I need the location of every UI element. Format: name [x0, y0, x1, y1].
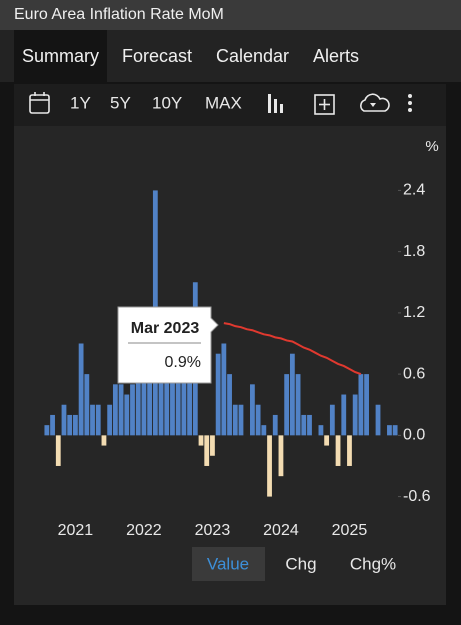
bar — [107, 404, 113, 436]
bar — [227, 374, 232, 436]
bar — [278, 435, 284, 477]
bar — [90, 404, 95, 436]
bar — [101, 435, 107, 446]
bar — [387, 425, 392, 436]
header-title: Euro Area Inflation Rate MoM — [0, 0, 461, 30]
x-tick-label: 2022 — [126, 522, 162, 539]
bar — [55, 435, 61, 466]
bar — [44, 425, 50, 436]
x-tick-label: 2023 — [195, 522, 231, 539]
bar — [364, 374, 369, 436]
chart-type-icon[interactable] — [268, 94, 283, 113]
x-tick-label: 2021 — [58, 522, 94, 539]
range-button[interactable]: MAX — [205, 93, 242, 112]
bar — [95, 404, 101, 436]
tooltip-title: Mar 2023 — [131, 320, 200, 337]
more-icon[interactable] — [408, 94, 412, 112]
bar — [50, 414, 55, 436]
bar — [221, 343, 227, 436]
download-icon[interactable] — [360, 93, 390, 112]
bar — [318, 425, 324, 436]
x-tick-label: 2024 — [263, 522, 299, 539]
y-tick-label: 1.8 — [403, 243, 425, 260]
tooltip-box — [117, 306, 219, 384]
bar — [141, 343, 147, 436]
range-button[interactable]: 1Y — [70, 93, 91, 112]
bar — [272, 414, 278, 436]
tooltip: Mar 2023 0.9% — [117, 306, 219, 384]
bar — [261, 425, 267, 436]
bar — [118, 384, 124, 436]
bar — [164, 353, 170, 436]
bar — [341, 394, 347, 436]
bar — [147, 343, 153, 436]
bar — [135, 374, 141, 436]
tab-bar: Summary Forecast Calendar Alerts — [0, 30, 461, 82]
bar — [358, 374, 364, 436]
bar — [204, 435, 210, 466]
bar — [375, 404, 381, 436]
bar — [170, 353, 175, 436]
bar — [392, 425, 398, 436]
bar — [232, 404, 238, 436]
bar — [158, 374, 164, 436]
y-tick-label: 1.2 — [403, 304, 425, 321]
bar — [112, 384, 118, 436]
bar — [301, 414, 307, 436]
bar — [198, 435, 204, 446]
tab[interactable]: Summary — [14, 30, 108, 82]
bar — [352, 394, 358, 436]
y-tick-label: 0.0 — [403, 427, 425, 444]
bar — [84, 374, 90, 436]
bar — [329, 404, 335, 436]
mode-button[interactable]: Value — [207, 554, 249, 573]
bar — [307, 414, 312, 436]
bar — [215, 353, 221, 436]
bar — [255, 404, 261, 436]
bar — [181, 374, 187, 436]
y-tick-label: 0.6 — [403, 365, 425, 382]
range-button[interactable]: 10Y — [152, 93, 182, 112]
bar — [324, 435, 330, 446]
tab[interactable]: Calendar — [216, 46, 290, 66]
bar — [347, 435, 352, 466]
tab[interactable]: Forecast — [122, 46, 193, 66]
mode-button[interactable]: Chg — [285, 554, 316, 573]
range-button[interactable]: 5Y — [110, 93, 131, 112]
bar — [250, 384, 255, 436]
bar — [78, 343, 84, 436]
bar — [175, 374, 181, 436]
y-tick-label: 2.4 — [403, 182, 425, 199]
bar — [73, 414, 78, 436]
mode-button[interactable]: Chg% — [350, 554, 396, 573]
y-tick-label: -0.6 — [403, 488, 431, 505]
bar — [130, 384, 135, 436]
bar — [124, 394, 130, 436]
trend-line — [223, 322, 362, 376]
tooltip-value: 0.9% — [165, 354, 201, 371]
panel — [14, 84, 446, 605]
bar — [267, 435, 272, 497]
bar — [295, 374, 301, 436]
bar — [210, 435, 215, 456]
bar — [284, 374, 290, 436]
bar — [238, 404, 244, 436]
tab[interactable]: Alerts — [313, 46, 360, 66]
add-icon[interactable] — [314, 94, 335, 115]
bar — [61, 404, 67, 436]
bar — [335, 435, 341, 466]
calendar-icon[interactable] — [29, 92, 50, 114]
mode-selected — [192, 547, 265, 581]
bar — [289, 353, 295, 436]
bar — [67, 414, 73, 436]
x-tick-label: 2025 — [332, 522, 368, 539]
unit-label: % — [425, 138, 438, 155]
